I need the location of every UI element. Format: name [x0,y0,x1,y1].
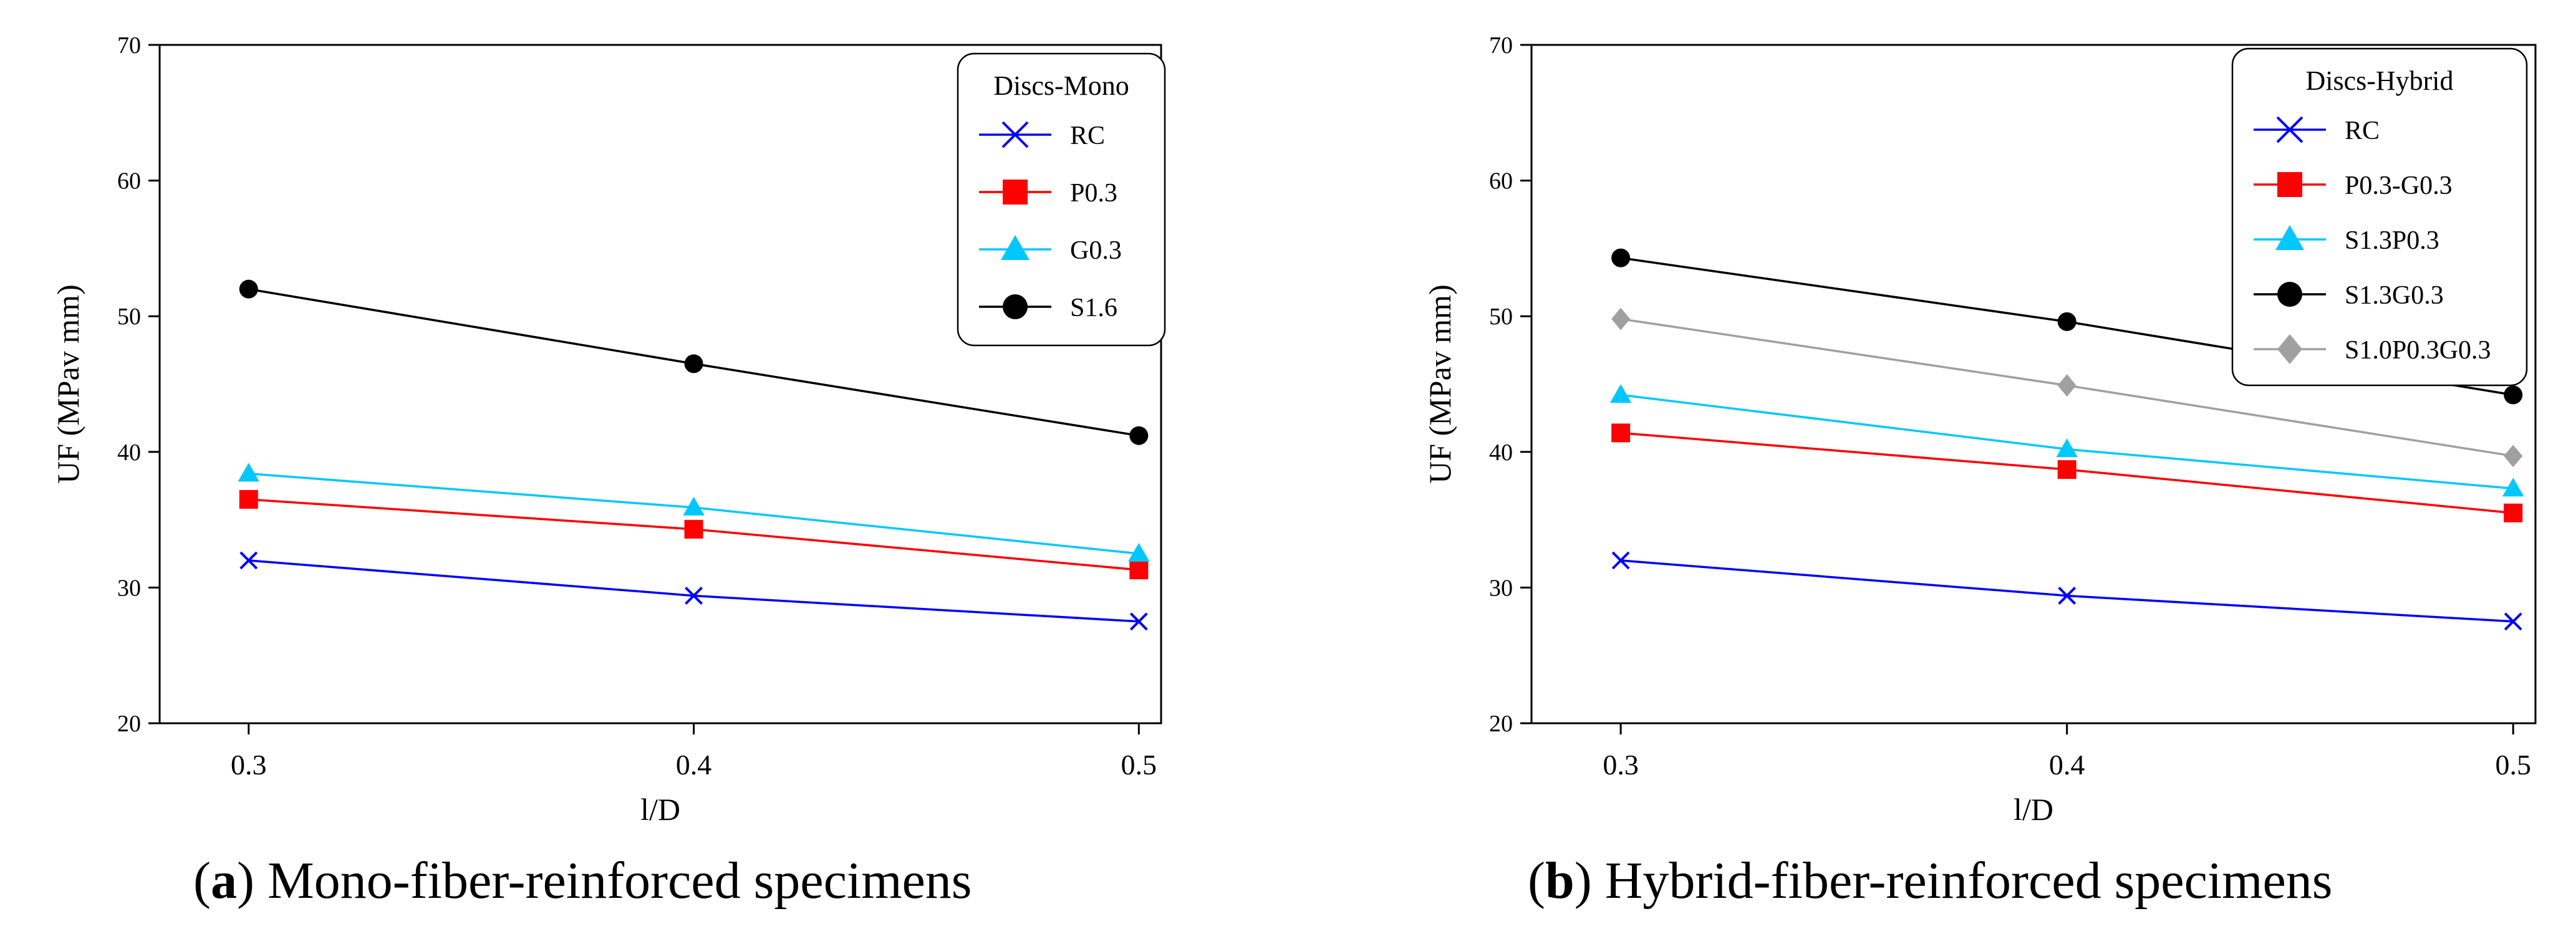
y-tick-label: 50 [1489,304,1513,330]
plot-frame [1530,44,2537,725]
legend-title: Discs-Hybrid [2305,65,2453,96]
legend-marker [2277,282,2302,307]
data-point [238,463,260,482]
legend-marker [2277,172,2302,197]
legend-entry-s1-0p0-3g0-3: S1.0P0.3G0.3 [2345,336,2491,365]
data-point [1611,551,1630,570]
x-tick-label: 0.5 [2495,749,2531,781]
data-point [683,496,705,516]
data-point [2057,312,2077,331]
x-axis-label: l/D [640,792,680,827]
series-s1-3p0-3 [1609,384,2524,497]
legend-entry-s1-3p0-3: S1.3P0.3 [2345,226,2439,255]
data-point [1611,248,1631,267]
y-axis-label: UF (MPav mm) [51,284,85,483]
data-point [1129,561,1149,580]
data-point [239,489,258,509]
chart-panel-b: 20 30 40 50 60 70 0.3 0.4 0.5 l/D UF (MPav mm) Disc… [1422,32,2537,827]
series-s1-6 [239,279,1149,445]
data-point [239,551,258,570]
legend-marker [2275,225,2304,250]
data-point [1129,426,1149,445]
data-point [2504,612,2522,631]
caption-a: (a) Mono-fiber-reinforced specimens [193,852,972,910]
legend-marker [2276,116,2303,143]
legend-box [2231,47,2528,387]
y-tick-label: 50 [117,304,141,330]
caption-b-letter: b [1545,852,1575,910]
data-point [685,587,703,605]
data-point [2057,374,2077,397]
legend-marker [1003,180,1028,205]
caption-b-text: Hybrid-fiber-reinforced specimens [1592,852,2333,910]
data-point [1609,384,1632,403]
y-tick-label: 30 [117,575,141,601]
data-point [2504,503,2523,522]
series-rc [239,551,1148,631]
series-line [1620,559,2514,623]
legend-title: Discs-Mono [993,70,1129,101]
y-tick-label: 60 [117,168,141,195]
legend-marker [1003,294,1028,319]
series-rc [1611,551,2522,631]
data-point [2056,438,2078,458]
series-p0-3-g0-3 [1611,423,2523,522]
y-tick-label: 40 [1489,440,1513,466]
y-tick-label: 30 [1489,575,1513,601]
y-tick-label: 20 [1489,711,1513,737]
legend: Discs-Mono RC P0.3 G0.3 S1.6 [957,52,1166,347]
data-point [1128,542,1150,562]
x-tick-label: 0.5 [1121,749,1157,781]
data-point [2504,445,2523,468]
data-point [2502,478,2524,497]
x-tick-label: 0.3 [1603,749,1639,781]
caption-b: (b) Hybrid-fiber-reinforced specimens [1528,852,2333,910]
data-point [1129,612,1148,631]
series-p0-3 [239,489,1149,580]
legend: Discs-Hybrid RC P0.3-G0.3 S1.3P0.3 S1.3G0.3 S… [2231,47,2528,387]
caption-a-text: Mono-fiber-reinforced specimens [254,852,972,910]
y-tick-label: 70 [1489,32,1513,59]
data-point [1611,307,1631,330]
legend-entry-s1-3g0-3: S1.3G0.3 [2345,281,2444,310]
x-axis-label: l/D [2014,792,2053,827]
caption-a-letter: a [211,852,237,910]
legend-entry-rc: RC [1070,122,1105,150]
data-point [2504,385,2523,405]
x-tick-label: 0.4 [676,749,712,781]
legend-marker [1001,121,1029,148]
y-tick-label: 60 [1489,168,1513,195]
legend-entry-g0-3: G0.3 [1070,236,1122,265]
x-tick-label: 0.3 [231,749,267,781]
y-axis-label: UF (MPav mm) [1422,284,1457,483]
chart-panel-a: 20 30 40 50 60 70 0.3 0.4 0.5 l/D UF (MPav mm) Disc… [51,32,1166,827]
legend-entry-p0-3: P0.3 [1070,179,1117,208]
data-point [1611,423,1631,443]
series-s1-0p0-3g0-3 [1611,307,2523,468]
data-point [684,519,703,539]
series-g0-3 [238,463,1150,562]
legend-entry-s1-6: S1.6 [1070,294,1117,322]
data-point [239,279,258,299]
series-line [248,559,1139,623]
data-point [684,354,703,373]
legend-box [957,52,1166,347]
y-tick-label: 20 [117,711,141,737]
legend-entry-p0-3-g0-3: P0.3-G0.3 [2345,171,2453,200]
y-tick-label: 40 [117,440,141,466]
legend-entry-rc: RC [2345,117,2380,145]
data-point [2058,587,2077,605]
x-tick-label: 0.4 [2049,749,2085,781]
plot-frame [158,44,1162,725]
data-point [2057,460,2077,479]
legend-marker [2277,334,2302,364]
y-tick-label: 70 [117,32,141,59]
legend-marker [1001,235,1030,260]
